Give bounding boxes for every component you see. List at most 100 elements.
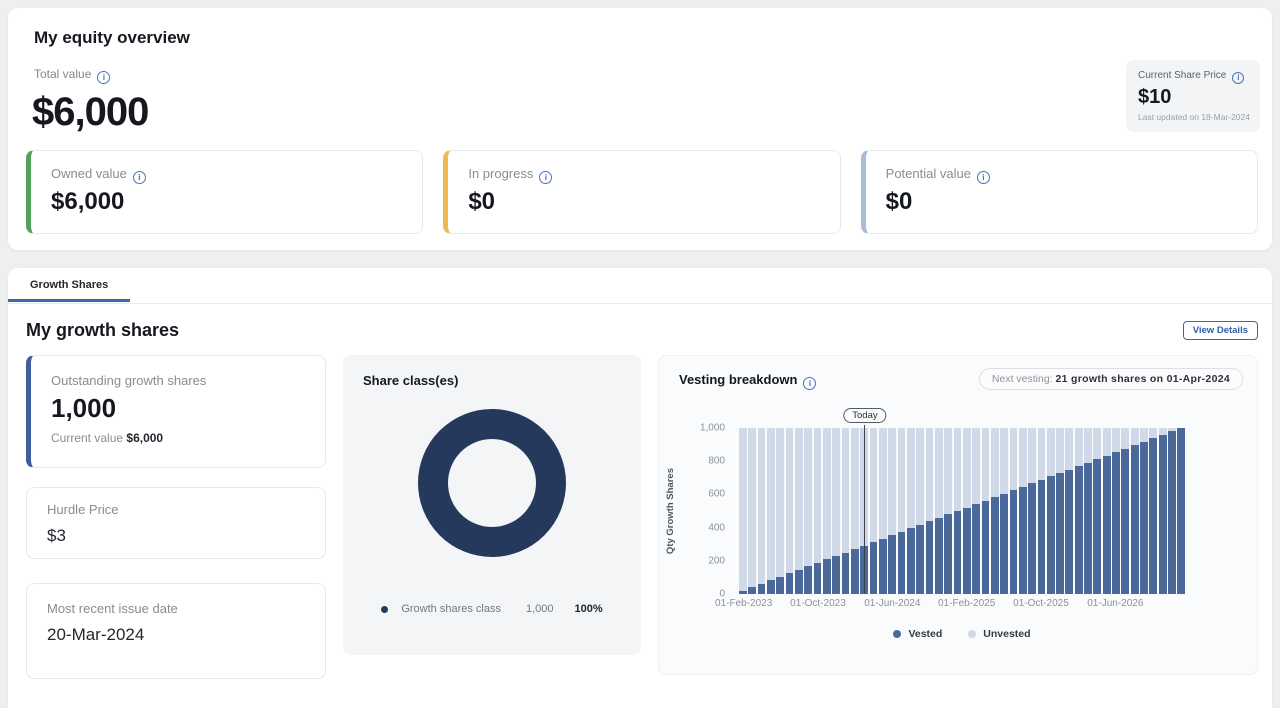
info-icon[interactable]: i [803, 376, 817, 390]
vesting-bar [1000, 428, 1009, 594]
vesting-bar [1102, 428, 1111, 594]
view-details-button[interactable]: View Details [1182, 321, 1258, 340]
today-marker-line: Today [843, 408, 887, 594]
page-title: My equity overview [34, 28, 190, 47]
y-tick-label: 800 [708, 455, 725, 467]
owned-value: $6,000 [51, 187, 125, 215]
vesting-bar [888, 428, 897, 594]
vesting-bar [860, 428, 869, 594]
vesting-bar [1084, 428, 1092, 594]
info-icon[interactable]: i [97, 70, 111, 84]
share-price-label-text: Current Share Price [1138, 70, 1227, 81]
overview-stat-cards: Owned value i $6,000 In progress i $0 Pote… [26, 150, 1258, 234]
legend-name: Growth shares class [401, 603, 501, 615]
vesting-bar [953, 428, 962, 594]
growth-left-column: Outstanding growth shares 1,000 Current … [26, 355, 326, 679]
vesting-bar [1018, 428, 1027, 594]
vesting-bar [916, 428, 925, 594]
in-progress-value: $0 [468, 187, 496, 215]
vesting-bar [1158, 428, 1167, 594]
potential-value: $0 [885, 187, 913, 215]
potential-value-card: Potential value i $0 [860, 150, 1258, 234]
share-price-updated: Last updated on 18-Mar-2024 [1138, 112, 1250, 122]
tabs-bar: Growth Shares [8, 268, 1272, 304]
vesting-bar [739, 428, 747, 594]
growth-heading-row: My growth shares View Details [8, 304, 1272, 341]
vesting-bar [878, 428, 887, 594]
issue-date-card: Most recent issue date 20-Mar-2024 [26, 583, 326, 679]
vesting-bar [757, 428, 766, 594]
hurdle-price-card: Hurdle Price $3 [26, 487, 326, 559]
potential-value-label-text: Potential value [885, 166, 971, 181]
vesting-bar [962, 428, 971, 594]
vesting-bar [925, 428, 934, 594]
next-vesting-prefix: Next vesting: [991, 373, 1053, 385]
vesting-bar [906, 428, 915, 594]
next-vesting-value: 21 growth shares on 01-Apr-2024 [1055, 373, 1230, 385]
growth-shares-title: My growth shares [26, 320, 180, 340]
x-axis-ticks: 01-Feb-2023 01-Oct-2023 01-Jun-2024 01-Feb-… [715, 594, 1185, 610]
vesting-bar [794, 428, 803, 594]
info-icon[interactable]: i [132, 170, 146, 184]
y-tick-label: 400 [708, 522, 725, 534]
vesting-bar [1149, 428, 1158, 594]
vesting-bar [785, 428, 794, 594]
vesting-bar [832, 428, 841, 594]
legend-vested[interactable]: Vested [893, 628, 942, 640]
x-tick-label: 01-Oct-2025 [1013, 598, 1069, 609]
vesting-bar [1093, 428, 1102, 594]
share-price-label: Current Share Price i [1138, 70, 1248, 84]
info-icon[interactable]: i [1232, 72, 1245, 84]
issue-date-label: Most recent issue date [47, 601, 178, 616]
growth-shares-panel: Growth Shares My growth shares View Deta… [8, 268, 1272, 708]
tab-growth-shares[interactable]: Growth Shares [8, 268, 131, 302]
vesting-bar [841, 428, 850, 594]
y-axis-ticks: 0 200 400 600 800 1,000 [659, 423, 733, 600]
outstanding-shares-card: Outstanding growth shares 1,000 Current … [26, 355, 326, 468]
vesting-bar [776, 428, 785, 594]
x-tick-label: 01-Jun-2026 [1087, 598, 1144, 609]
vesting-bar [934, 428, 943, 594]
vesting-bar [869, 428, 878, 594]
next-vesting-badge: Next vesting: 21 growth shares on 01-Apr… [978, 368, 1243, 390]
vesting-bar [822, 428, 831, 594]
share-class-legend[interactable]: Growth shares class 1,000 100% [343, 603, 641, 615]
vesting-bar [1037, 428, 1046, 594]
x-tick-label: 01-Feb-2025 [938, 598, 996, 609]
total-value: $6,000 [32, 90, 149, 134]
in-progress-label-text: In progress [468, 166, 534, 181]
hurdle-price-label: Hurdle Price [47, 502, 119, 517]
in-progress-label: In progress i [468, 166, 819, 184]
legend-pct: 100% [574, 603, 603, 615]
vesting-bar [748, 428, 757, 594]
legend-unvested-label: Unvested [983, 628, 1031, 640]
legend-dot [968, 630, 977, 638]
x-tick-label: 01-Oct-2023 [790, 598, 846, 609]
potential-value-label: Potential value i [886, 166, 1237, 184]
vesting-legend: Vested Unvested [739, 628, 1185, 640]
legend-unvested[interactable]: Unvested [968, 628, 1031, 640]
info-icon[interactable]: i [976, 170, 990, 184]
vesting-bar [1112, 428, 1120, 594]
share-class-donut-chart [418, 409, 566, 557]
vesting-bar [990, 428, 999, 594]
vesting-bar [1056, 428, 1064, 594]
outstanding-shares-label: Outstanding growth shares [51, 373, 207, 388]
vesting-bar [1130, 428, 1139, 594]
share-price-value: $10 [1138, 86, 1172, 108]
vesting-bar [813, 428, 822, 594]
vesting-bar [804, 428, 813, 594]
vesting-bar [850, 428, 859, 594]
vesting-bar [766, 428, 775, 594]
x-tick-label: 01-Jun-2024 [864, 598, 921, 609]
growth-content: Outstanding growth shares 1,000 Current … [26, 355, 1258, 679]
vesting-bar [1074, 428, 1083, 594]
owned-value-label-text: Owned value [51, 166, 127, 181]
legend-vested-label: Vested [908, 628, 943, 640]
vesting-breakdown-panel: Vesting breakdown i Next vesting: 21 grow… [658, 355, 1258, 675]
vesting-bar [1065, 428, 1074, 594]
info-icon[interactable]: i [539, 170, 553, 184]
owned-value-card: Owned value i $6,000 [26, 150, 424, 234]
vesting-bar [981, 428, 990, 594]
vesting-bar [1046, 428, 1055, 594]
